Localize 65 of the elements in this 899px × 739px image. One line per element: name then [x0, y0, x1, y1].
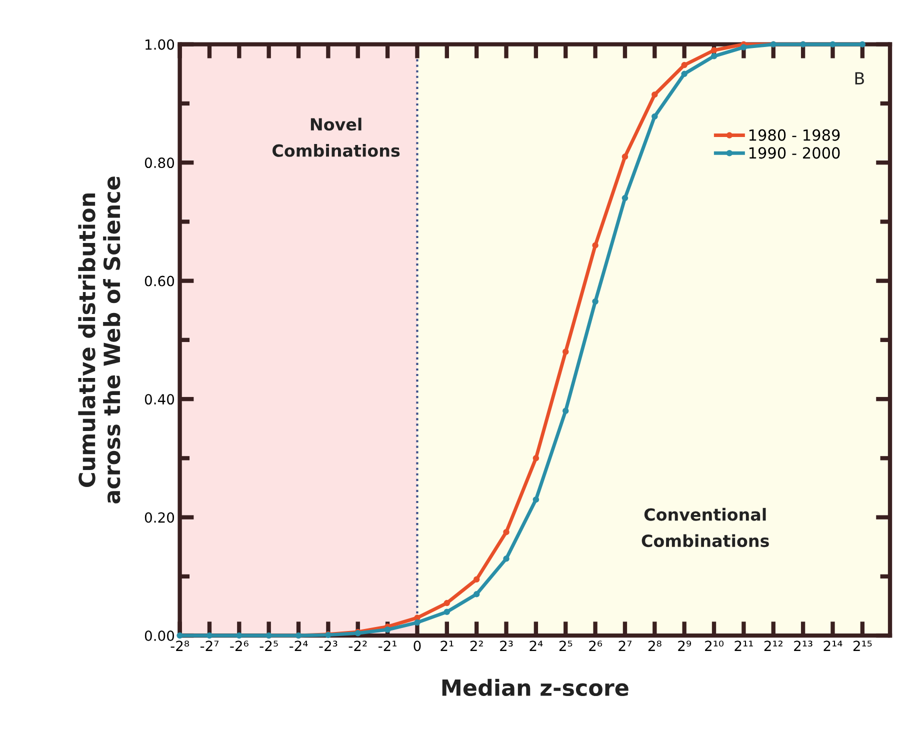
point: [473, 591, 480, 598]
x-tick-label: -2⁸: [170, 640, 190, 651]
x-tick-label: -2⁷: [200, 640, 219, 651]
point: [562, 348, 569, 355]
y-tick-label: 0.40: [144, 394, 174, 405]
x-tick-label: 2¹⁰: [705, 640, 724, 651]
x-tick-label: 2³: [500, 640, 513, 651]
x-tick-label: -2⁵: [260, 640, 278, 651]
x-axis-title: Median z-score: [442, 678, 628, 696]
x-tick-label: 2²: [470, 640, 483, 651]
y-tick-label: 0.60: [144, 276, 174, 286]
point: [503, 556, 510, 562]
point: [384, 626, 391, 633]
x-tick-label: -2²: [348, 640, 367, 651]
point: [503, 528, 510, 536]
x-tick-label: 2⁶: [589, 640, 602, 651]
point: [830, 41, 836, 48]
point: [652, 113, 658, 120]
y-axis-title: Cumulative distribution across the Web of Science: [78, 176, 120, 504]
x-tick-label: 2¹: [440, 640, 454, 651]
x-tick-label: 2⁷: [618, 640, 632, 651]
point: [622, 194, 628, 202]
point: [622, 154, 628, 160]
x-tick-label: 2¹²: [764, 640, 782, 651]
x-tick-label: 2⁸: [648, 640, 662, 651]
legend-label: 1980 - 1989: [749, 129, 840, 141]
point: [710, 47, 718, 54]
x-tick-label: -2³: [319, 640, 338, 651]
point: [444, 600, 450, 606]
point: [652, 91, 658, 98]
point: [681, 70, 688, 78]
x-tick-label: 2⁵: [559, 640, 572, 651]
point: [473, 576, 480, 582]
point: [592, 242, 598, 248]
point: [740, 44, 747, 50]
point: [414, 619, 420, 626]
y-tick-label: 1.00: [146, 39, 174, 50]
point: [206, 632, 213, 639]
x-tick-label: -2⁴: [289, 640, 308, 651]
point: [592, 298, 598, 305]
point: [681, 62, 688, 68]
x-tick-label: 2⁴: [530, 640, 543, 651]
x-tick-label: 2¹⁴: [824, 640, 842, 651]
point: [532, 496, 540, 503]
y-tick-label: 0.00: [144, 630, 174, 642]
x-tick-label: -2¹: [378, 640, 396, 651]
annotation: Conventional Combinations: [642, 508, 769, 548]
x-tick-label: -2⁶: [230, 640, 248, 651]
x-tick-label: 2⁹: [678, 640, 692, 651]
point: [532, 455, 540, 462]
point: [236, 632, 242, 639]
point: [444, 608, 450, 616]
y-tick-label: 0.20: [144, 512, 174, 523]
y-tick-label: 0.80: [144, 158, 174, 168]
x-tick-label: 2¹¹: [734, 640, 753, 651]
legend-label: 1990 - 2000: [749, 147, 840, 159]
x-tick-label: 2¹³: [794, 640, 812, 651]
point: [176, 632, 183, 639]
point: [562, 408, 569, 414]
x-tick-label: 0: [414, 640, 421, 652]
point: [859, 41, 866, 48]
annotation: B: [855, 72, 864, 84]
point: [710, 53, 718, 60]
x-tick-label: 2¹⁵: [853, 640, 872, 651]
annotation: Novel Combinations: [272, 118, 400, 157]
